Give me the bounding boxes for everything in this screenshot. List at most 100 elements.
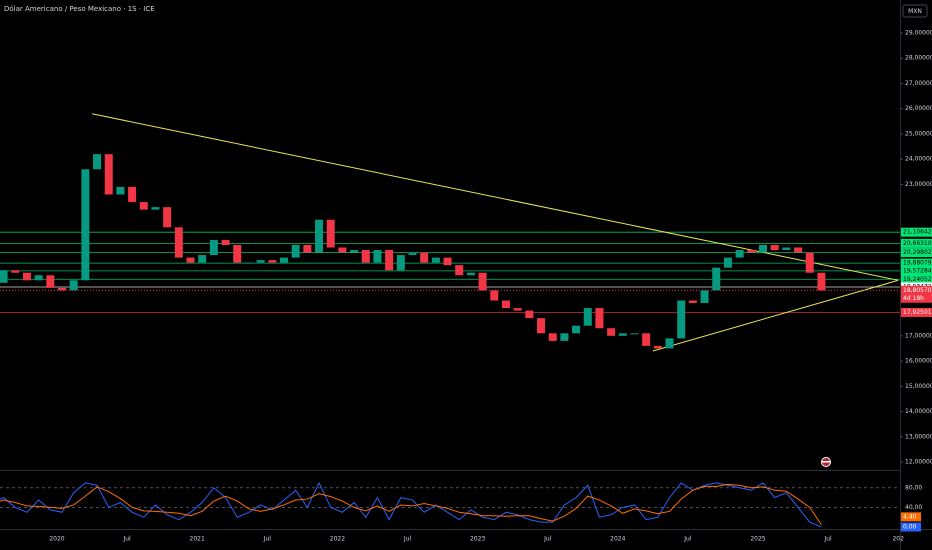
- x-tick-label: 2025: [750, 536, 765, 543]
- candle: [794, 247, 803, 253]
- candle: [630, 333, 639, 335]
- level-label: 19,88079: [903, 260, 932, 267]
- candle: [209, 239, 218, 256]
- candle: [11, 270, 20, 273]
- x-tick-label: 202: [892, 536, 904, 543]
- candle: [46, 275, 55, 288]
- candle: [677, 300, 686, 339]
- candle: [759, 244, 767, 253]
- candle: [642, 333, 651, 346]
- y-tick-label: 14,00000: [905, 408, 932, 415]
- candle: [139, 202, 148, 210]
- y-tick-label: 25,00000: [905, 130, 932, 137]
- candle: [548, 333, 557, 341]
- x-tick-label: 2020: [49, 536, 64, 543]
- candle: [466, 272, 475, 276]
- y-tick-label: 15,00000: [905, 383, 932, 390]
- candle: [747, 250, 756, 253]
- oscillator-line: [0, 483, 822, 526]
- candle: [303, 244, 312, 253]
- y-tick-label: 13,00000: [905, 433, 932, 440]
- candle: [770, 244, 779, 251]
- candle: [279, 257, 288, 263]
- candle: [186, 257, 195, 263]
- candle: [817, 272, 826, 291]
- y-tick-label: 27,00000: [905, 80, 932, 87]
- oscillator-value-box: [901, 522, 921, 532]
- last-price-label: 18,80570: [903, 287, 932, 294]
- candle: [116, 186, 125, 195]
- last-price-box: [901, 285, 932, 303]
- level-label: 19,57284: [903, 267, 932, 274]
- y-tick-label: 17,00000: [905, 332, 932, 339]
- y-tick-label: 29,00000: [905, 30, 932, 37]
- candle: [69, 280, 78, 291]
- candle: [443, 257, 452, 266]
- candle: [618, 333, 627, 336]
- level-label-box: [901, 274, 932, 284]
- level-label-box: [901, 227, 932, 237]
- y-tick-label: 24,00000: [905, 156, 932, 163]
- candle: [420, 252, 429, 263]
- candle: [361, 250, 370, 263]
- level-label: 21,10642: [903, 229, 932, 236]
- candle: [338, 247, 347, 253]
- x-tick-label: 2024: [610, 536, 625, 543]
- level-label: 20,29802: [903, 249, 932, 256]
- candle: [653, 345, 662, 349]
- y-tick-label: 23,00000: [905, 181, 932, 188]
- currency[interactable]: MXN: [908, 8, 922, 15]
- y-tick-label: 16,00000: [905, 358, 932, 365]
- candle: [221, 239, 230, 245]
- candle: [81, 169, 90, 281]
- candle: [350, 250, 359, 253]
- candle: [163, 207, 172, 228]
- currency-box[interactable]: [902, 4, 928, 18]
- candle: [385, 250, 394, 271]
- x-tick-label: Jul: [543, 536, 552, 543]
- flag-icon[interactable]: [821, 457, 831, 467]
- candle: [513, 308, 522, 311]
- x-tick-label: Jul: [263, 536, 272, 543]
- candle: [805, 252, 814, 273]
- x-tick-label: 2023: [470, 536, 485, 543]
- level-label: 17,92501: [903, 309, 932, 316]
- candle: [58, 287, 66, 291]
- candle: [665, 338, 674, 349]
- level-label-box: [901, 266, 932, 276]
- candle: [93, 154, 102, 170]
- oscillator-value: 4,40: [903, 513, 917, 520]
- level-label-box: [901, 248, 932, 258]
- candle: [735, 250, 744, 258]
- candle: [607, 328, 616, 336]
- candle: [490, 290, 499, 301]
- candle: [501, 300, 510, 309]
- candle: [478, 272, 487, 291]
- candle: [396, 255, 405, 271]
- candle: [560, 333, 569, 341]
- y-tick-label: 28,00000: [905, 55, 932, 62]
- y-tick-label: 26,00000: [905, 105, 932, 112]
- x-tick-label: Jul: [683, 536, 692, 543]
- candle: [326, 219, 335, 248]
- level-label-box: [901, 258, 932, 268]
- oscillator-value: 0,00: [903, 524, 917, 531]
- x-tick-label: Jul: [122, 536, 131, 543]
- candle: [455, 265, 464, 276]
- candle: [700, 290, 709, 304]
- candle: [373, 250, 382, 263]
- x-tick-label: Jul: [403, 536, 412, 543]
- candle: [0, 270, 8, 283]
- x-tick-label: Jul: [823, 536, 832, 543]
- candle: [22, 272, 31, 281]
- level-label: 20,66310: [903, 240, 932, 247]
- countdown: 4d 18h: [903, 295, 924, 302]
- candle: [595, 308, 604, 329]
- candle: [688, 300, 697, 304]
- candle: [408, 252, 417, 256]
- candle: [174, 227, 183, 258]
- axes: 29,00000 28,00000 27,00000 26,00000 25,00000…: [49, 30, 932, 543]
- y-tick-label: 80,00: [905, 484, 922, 491]
